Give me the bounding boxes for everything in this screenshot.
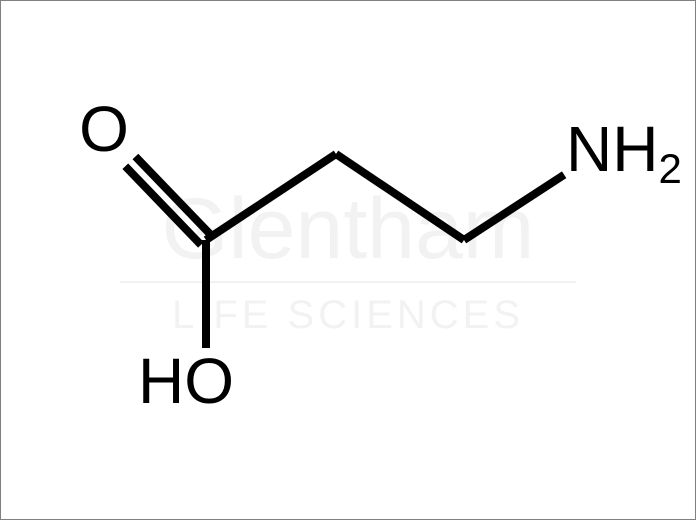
chemical-structure-svg: Glentham LIFE SCIENCES O HO NH2 xyxy=(0,0,696,520)
atom-label-O1: O xyxy=(79,93,129,165)
diagram-frame: Glentham LIFE SCIENCES O HO NH2 xyxy=(0,0,696,520)
watermark: Glentham LIFE SCIENCES xyxy=(120,181,576,337)
atom-label-N: NH2 xyxy=(566,113,682,192)
atom-label-OH: HO xyxy=(138,345,234,417)
watermark-subtitle: LIFE SCIENCES xyxy=(172,293,524,337)
